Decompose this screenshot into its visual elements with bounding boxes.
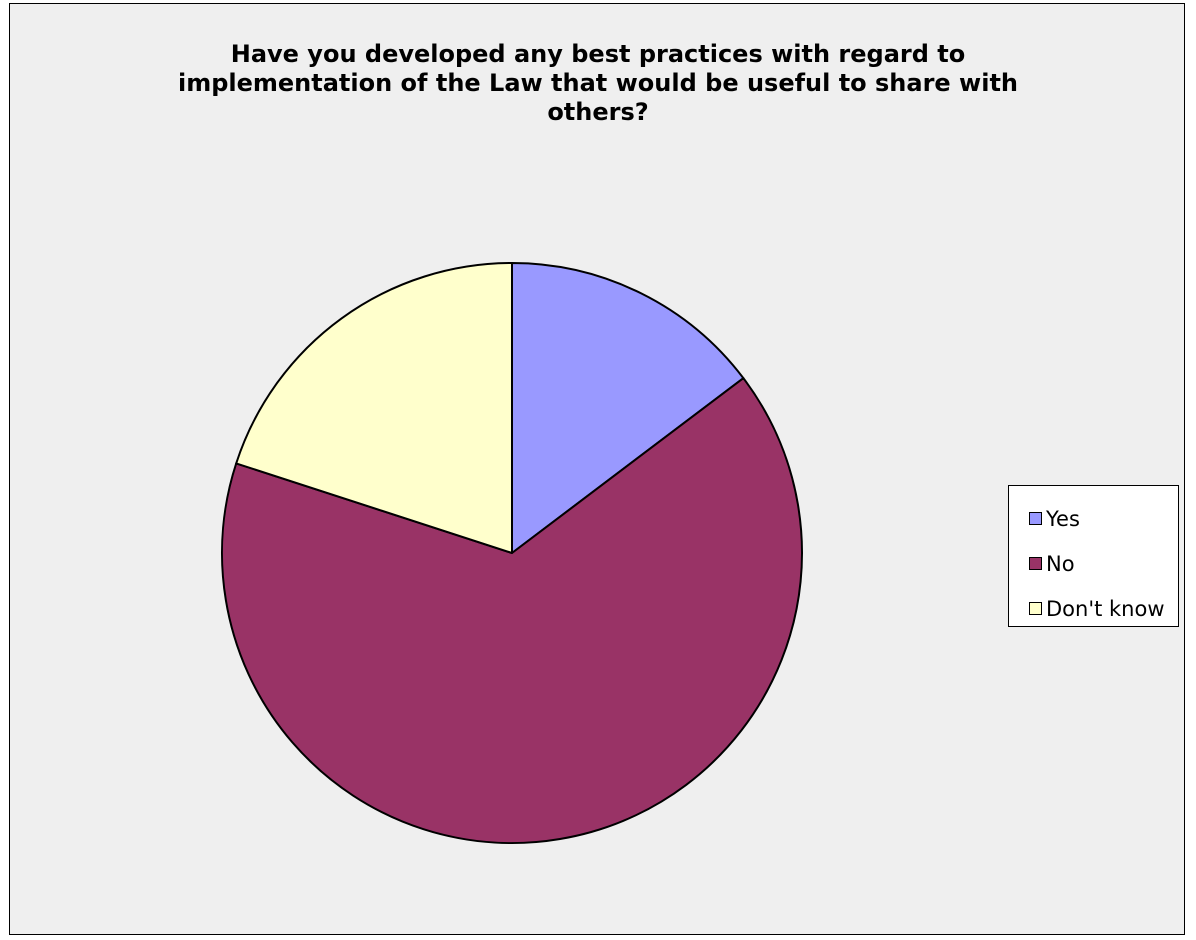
pie-slice-yes [511, 262, 745, 554]
legend-label-no: No [1046, 551, 1075, 576]
legend-label-yes: Yes [1046, 506, 1080, 531]
chart-area: Have you developed any best practices wi… [9, 3, 1185, 935]
pie-slice-dont-know [235, 262, 513, 554]
legend-swatch-no [1029, 557, 1042, 570]
legend-label-dont-know: Don't know [1046, 596, 1165, 621]
legend: Yes No Don't know [1008, 485, 1179, 627]
pie-chart [221, 262, 803, 844]
legend-item-yes: Yes [1009, 496, 1178, 541]
chart-title: Have you developed any best practices wi… [177, 40, 1019, 126]
legend-item-dont-know: Don't know [1009, 586, 1178, 631]
legend-swatch-dont-know [1029, 602, 1042, 615]
pie-slice-no [221, 377, 803, 844]
legend-item-no: No [1009, 541, 1178, 586]
pie-slices [221, 262, 803, 844]
legend-swatch-yes [1029, 512, 1042, 525]
